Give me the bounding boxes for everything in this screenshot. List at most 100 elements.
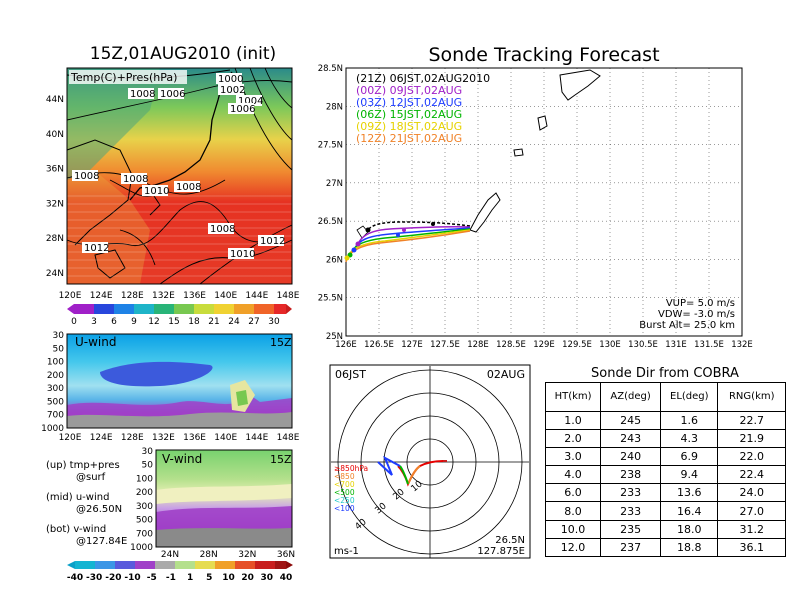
track-map-x-tick: 129.5E [562, 340, 592, 350]
isobar-label: 1002 [220, 85, 245, 96]
track-map-x-tick: 132E [731, 340, 753, 350]
v-wind-x-tick: 36N [277, 550, 295, 560]
track-map-y-tick: 25.5N [318, 294, 343, 304]
polar-pos1: 26.5N [495, 535, 525, 546]
table-row: 1.0 245 1.6 22.7 [544, 410, 786, 430]
surface-map-y-tick: 40N [46, 130, 64, 140]
isobar-label: 1008 [176, 182, 201, 193]
table-cell: 16.4 [660, 501, 719, 521]
temperature-colorbar-tick: 3 [91, 317, 97, 327]
track-legend-entry: (03Z) 12JST,02AUG [356, 96, 462, 109]
u-wind-y-tick: 100 [47, 358, 64, 368]
temperature-colorbar-tick: 12 [148, 317, 159, 327]
table-row: 6.0 233 13.6 24.0 [544, 483, 786, 503]
polar-legend-entry: <100 [334, 504, 355, 513]
u-wind-x-tick: 128E [121, 433, 144, 443]
isobar-label: 1006 [230, 104, 255, 115]
temperature-colorbar-tick: 0 [71, 317, 77, 327]
wind-colorbar-tick: -40 [67, 573, 83, 583]
u-wind-y-tick: 1000 [41, 424, 64, 434]
wind-colorbar-tick: -10 [124, 573, 140, 583]
v-wind-y-tick: 200 [136, 488, 153, 498]
track-legend-entry: (06Z) 15JST,02AUG [356, 108, 462, 121]
v-wind-x-tick: 32N [238, 550, 256, 560]
u-wind-y-tick: 50 [53, 344, 65, 354]
polar-pos2: 127.875E [477, 546, 525, 557]
table-cell: 4.0 [544, 465, 602, 485]
v-wind-y-tick: 100 [136, 474, 153, 484]
v-wind-y-tick: 300 [136, 502, 153, 512]
isobar-label: 1008 [130, 89, 155, 100]
surface-map-x-tick: 144E [245, 291, 268, 301]
track-map-y-tick: 27N [326, 179, 343, 189]
v-wind-y-tick: 30 [142, 447, 154, 457]
surface-map-x-ticks: 120E 124E 128E 132E 136E 140E 144E 148E [59, 291, 300, 301]
table-cell: 4.3 [660, 428, 719, 448]
polar-legend: ≥850hPa<850<700<500<250<100 [334, 464, 368, 513]
table-title: Sonde Dir from COBRA [591, 366, 739, 381]
table-cell: 10.0 [544, 519, 602, 539]
table-cell: 13.6 [660, 483, 719, 503]
isobar-label: 1008 [123, 174, 148, 185]
track-map-x-tick: 128.5E [496, 340, 526, 350]
v-wind-y-tick: 50 [142, 461, 154, 471]
wind-colorbar-tick: -30 [86, 573, 102, 583]
track-params: VUP= 5.0 m/s VDW= -3.0 m/s Burst Alt= 25… [639, 298, 735, 331]
table-cell: 243 [600, 428, 662, 448]
surface-map-title: 15Z,01AUG2010 (init) [89, 44, 277, 64]
surface-map-label: Temp(C)+Pres(hPa) [70, 71, 177, 84]
surface-map-y-tick: 32N [46, 199, 64, 209]
surface-map-x-tick: 124E [90, 291, 113, 301]
table-cell: 24.0 [717, 483, 786, 503]
track-map-y-tick: 26.5N [318, 217, 343, 227]
surface-map-x-tick: 132E [152, 291, 175, 301]
u-wind-x-tick: 124E [90, 433, 113, 443]
polar-plot [329, 364, 531, 559]
isobar-labels: 1000 1002 1004 1006 1008 1006 1008 1008 … [72, 73, 285, 260]
track-map-x-tick: 126E [335, 340, 357, 350]
surface-map-y-tick: 28N [46, 234, 64, 244]
track-map-x-tick: 127E [401, 340, 423, 350]
track-legend-entry: (09Z) 18JST,02AUG [356, 120, 462, 133]
v-wind-time: 15Z [270, 453, 292, 466]
table-cell: 6.0 [544, 483, 602, 503]
surface-map-x-tick: 148E [277, 291, 300, 301]
v-wind-y-tick: 1000 [130, 543, 153, 553]
u-wind-x-tick: 136E [183, 433, 206, 443]
svg-text:@surf: @surf [76, 472, 106, 483]
polar-legend-entry: ≥850hPa [334, 464, 368, 473]
table-cell: 31.2 [717, 519, 786, 539]
table-row: 12.0 237 18.8 36.1 [544, 537, 786, 558]
table-cell: 233 [600, 501, 662, 521]
u-wind-y-tick: 300 [47, 384, 64, 394]
table-cell: 235 [600, 519, 662, 539]
wind-colorbar-tick: 10 [222, 573, 235, 583]
surface-map-y-tick: 24N [46, 269, 64, 279]
table-header-row: HT(km) AZ(deg) EL(deg) RNG(km) [544, 382, 786, 412]
table-cell: 237 [600, 537, 662, 558]
track-map-y-tick: 28.5N [318, 64, 343, 74]
isobar-label: 1012 [84, 243, 109, 254]
table-row: 2.0 243 4.3 21.9 [544, 428, 786, 448]
wind-colorbar-tick: 40 [280, 573, 293, 583]
table-cell: 12.0 [544, 537, 602, 558]
table-column-header: EL(deg) [660, 382, 719, 412]
wind-colorbar-tick: -20 [105, 573, 121, 583]
table-cell: 1.6 [660, 410, 719, 430]
wind-colorbar-ticks: -40 -30 -20 -10 -5 -1 1 5 10 20 30 40 [67, 573, 292, 583]
table-cell: 2.0 [544, 428, 602, 448]
v-wind-x-tick: 28N [200, 550, 218, 560]
polar-legend-entry: <500 [334, 488, 355, 497]
temperature-colorbar-tick: 30 [268, 317, 280, 327]
u-wind-x-ticks: 120E 124E 128E 132E 136E 140E 144E 148E [59, 433, 300, 443]
table-row: 3.0 240 6.9 22.0 [544, 446, 786, 467]
temperature-colorbar-tick: 6 [111, 317, 117, 327]
table-cell: 22.4 [717, 465, 786, 485]
isobar-label: 1008 [210, 224, 235, 235]
temperature-colorbar-tick: 24 [228, 317, 240, 327]
table-cell: 36.1 [717, 537, 786, 558]
temperature-colorbar-tick: 15 [168, 317, 179, 327]
table-cell: 21.9 [717, 428, 786, 448]
u-wind-y-tick: 200 [47, 371, 64, 381]
